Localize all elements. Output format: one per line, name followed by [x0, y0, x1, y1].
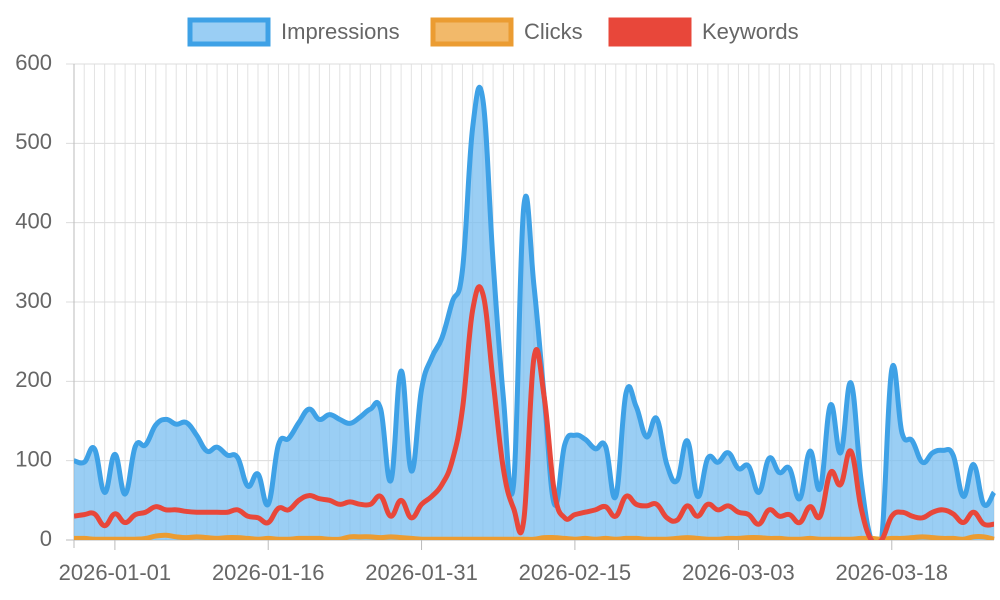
y-tick-label: 500 — [15, 129, 52, 154]
legend-label: Impressions — [281, 19, 400, 44]
line — [74, 284, 995, 540]
y-tick-label: 0 — [40, 526, 52, 551]
y-tick-label: 600 — [15, 50, 52, 75]
legend-swatch — [608, 17, 692, 47]
legend-label: Clicks — [524, 19, 583, 44]
line — [74, 532, 995, 540]
x-tick-label: 2026-03-18 — [836, 560, 949, 585]
legend-swatch — [187, 17, 271, 47]
y-tick-label: 300 — [15, 288, 52, 313]
y-tick-label: 400 — [15, 208, 52, 233]
x-tick-label: 2026-01-31 — [365, 560, 478, 585]
x-tick-label: 2026-01-01 — [59, 560, 172, 585]
y-tick-label: 100 — [15, 446, 52, 471]
line — [74, 84, 997, 540]
legend-label: Keywords — [702, 19, 799, 44]
area — [74, 87, 994, 540]
x-tick-label: 2026-02-15 — [519, 560, 632, 585]
x-tick-label: 2026-01-16 — [212, 560, 325, 585]
legend-swatch — [430, 17, 514, 47]
x-tick-label: 2026-03-03 — [682, 560, 795, 585]
y-tick-label: 200 — [15, 367, 52, 392]
